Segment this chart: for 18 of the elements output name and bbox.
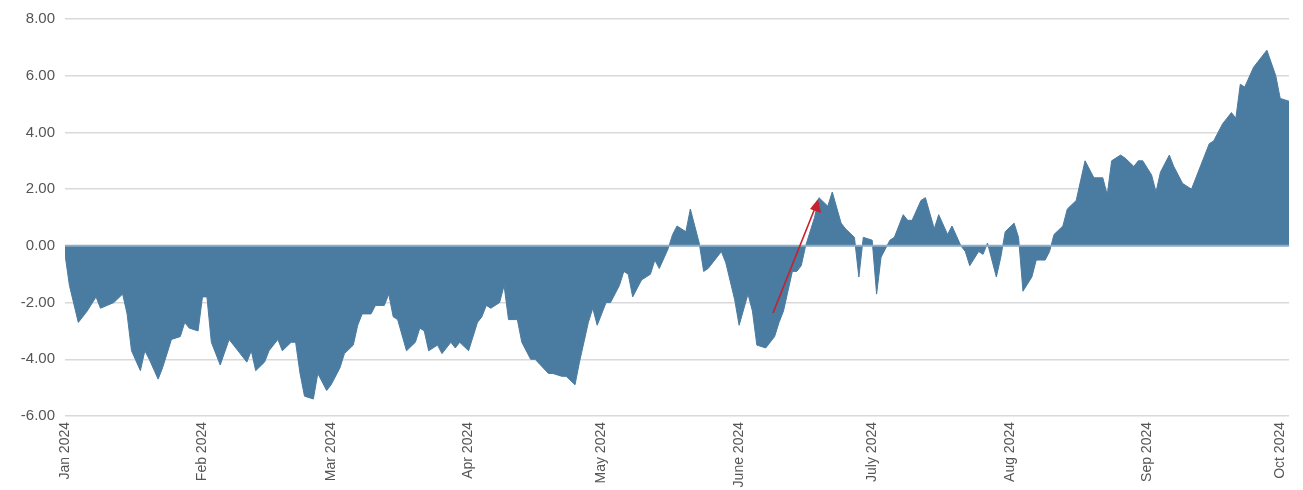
x-tick-label: Mar 2024 <box>321 421 338 482</box>
y-tick-label: -4.00 <box>20 349 55 367</box>
y-tick-label: -6.00 <box>20 406 55 424</box>
y-tick-label: 8.00 <box>25 9 55 27</box>
x-tick-label: June 2024 <box>729 421 746 488</box>
x-tick-label: Oct 2024 <box>1271 421 1288 479</box>
x-tick-label: July 2024 <box>863 421 880 482</box>
x-tick-label: May 2024 <box>592 421 609 484</box>
y-tick-label: -2.00 <box>20 292 55 310</box>
x-tick-label: Jan 2024 <box>55 421 72 480</box>
x-tick-label: Feb 2024 <box>193 421 210 482</box>
y-tick-label: 4.00 <box>25 122 55 140</box>
y-tick-label: 0.00 <box>25 236 55 253</box>
y-tick-label: 6.00 <box>25 65 55 83</box>
x-tick-label: Aug 2024 <box>1000 421 1017 482</box>
y-tick-label: 2.00 <box>25 179 55 197</box>
x-tick-label: Sep 2024 <box>1138 421 1155 482</box>
x-tick-label: Apr 2024 <box>459 421 476 479</box>
